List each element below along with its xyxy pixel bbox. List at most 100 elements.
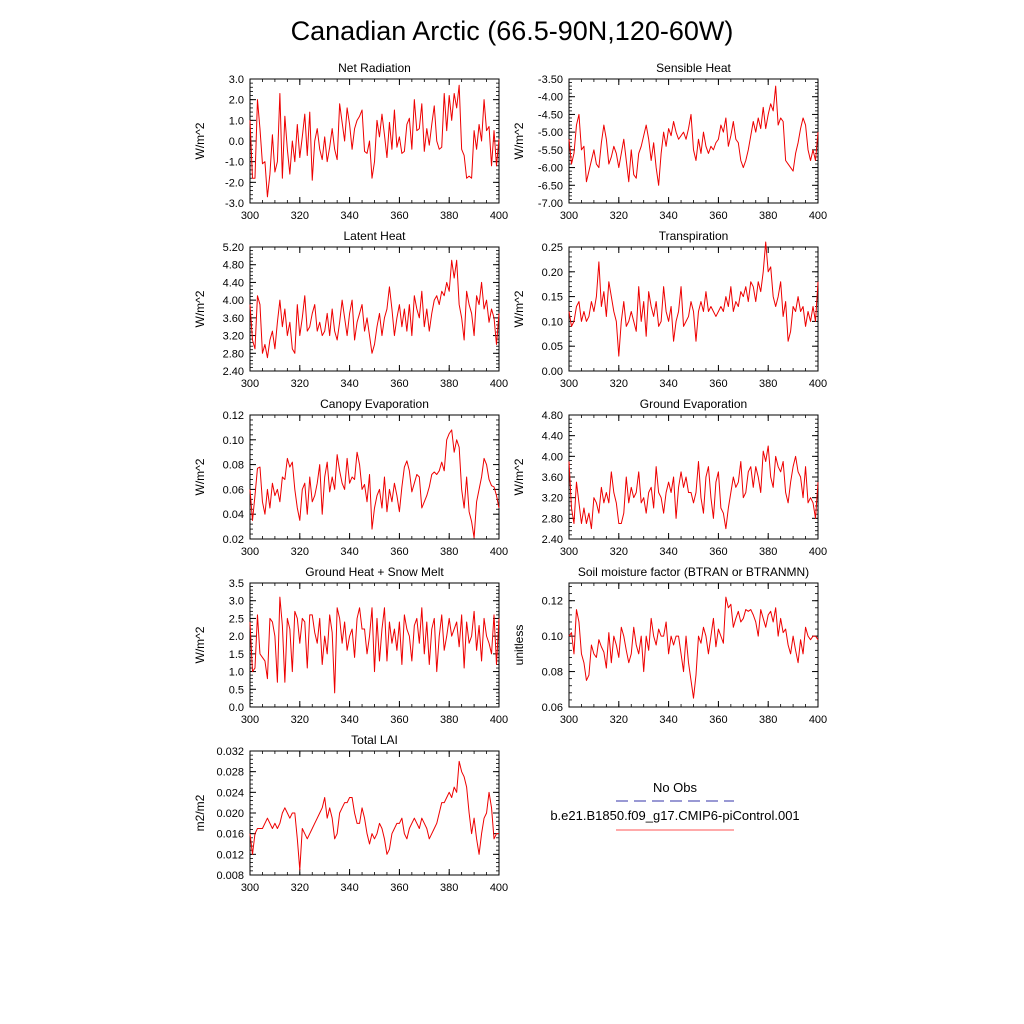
y-tick-label: 4.40 (542, 431, 563, 443)
panel-title: Soil moisture factor (BTRAN or BTRANMN) (578, 565, 809, 579)
x-tick-label: 360 (390, 714, 408, 726)
y-tick-label: -6.00 (538, 163, 563, 175)
x-tick-label: 400 (490, 546, 508, 558)
y-tick-label: -3.50 (538, 74, 563, 86)
panel-4: 300 320 340 360 380 400 0.02 0.04 0.06 0.08 0.10 0.… (193, 397, 508, 558)
y-tick-label: 3.0 (229, 74, 244, 86)
x-tick-label: 320 (610, 546, 628, 558)
x-tick-label: 360 (390, 210, 408, 222)
legend: No Obs b.e21.B1850.f09_g17.CMIP6-piContr… (550, 780, 800, 831)
y-tick-label: 3.20 (542, 493, 563, 505)
y-tick-label: 0.20 (542, 267, 563, 279)
y-tick-label: -7.00 (538, 198, 563, 210)
panels: 300 320 340 360 380 400-3.0-2.0-1.00.01.02.03… (193, 61, 827, 894)
y-axis-label: W/m^2 (193, 458, 207, 495)
y-tick-label: 5.20 (223, 242, 244, 254)
y-tick-label: 0.02 (223, 534, 244, 546)
y-axis-label: W/m^2 (512, 458, 526, 495)
series-line (568, 85, 819, 186)
y-axis-label: W/m^2 (512, 290, 526, 327)
x-tick-label: 400 (809, 210, 827, 222)
x-tick-label: 400 (809, 714, 827, 726)
y-tick-label: 3.60 (542, 472, 563, 484)
y-tick-label: -1.0 (225, 157, 244, 169)
x-tick-label: 300 (241, 882, 259, 894)
x-tick-label: 360 (390, 378, 408, 390)
y-axis-label: W/m^2 (193, 290, 207, 327)
y-tick-label: 2.40 (542, 534, 563, 546)
y-tick-label: 0.12 (542, 596, 563, 608)
y-tick-label: -2.0 (225, 177, 244, 189)
series-line (249, 596, 500, 694)
panel-6: 300 320 340 360 380 400 0.0 0.5 1.0 1.5 2.0 2.5 3.0 3… (193, 565, 508, 726)
series-line (568, 445, 819, 530)
x-tick-label: 360 (390, 882, 408, 894)
panel-title: Net Radiation (338, 61, 411, 75)
y-tick-label: -6.50 (538, 180, 563, 192)
y-tick-label: -4.50 (538, 109, 563, 121)
y-tick-label: 2.80 (223, 348, 244, 360)
y-tick-label: 2.0 (229, 631, 244, 643)
y-tick-label: 0.00 (542, 366, 563, 378)
y-tick-label: 0.0 (229, 136, 244, 148)
panel-2: 300 320 340 360 380 400 2.40 2.80 3.20 3.60 4.00 4.… (193, 229, 508, 390)
y-tick-label: 2.40 (223, 366, 244, 378)
panel-title: Ground Evaporation (640, 397, 747, 411)
y-tick-label: 3.0 (229, 596, 244, 608)
y-tick-label: 0.016 (216, 829, 244, 841)
y-tick-label: 0.06 (223, 484, 244, 496)
x-tick-label: 300 (241, 714, 259, 726)
y-axis-label: unitless (512, 625, 526, 666)
panel-7: 300 320 340 360 380 400 0.06 0.08 0.10 0.12 Soil m… (512, 565, 827, 726)
y-tick-label: 1.0 (229, 667, 244, 679)
x-tick-label: 320 (291, 882, 309, 894)
x-tick-label: 340 (340, 378, 358, 390)
y-tick-label: 0.008 (216, 870, 244, 882)
x-tick-label: 320 (610, 714, 628, 726)
y-tick-label: 0.25 (542, 242, 563, 254)
panel-title: Canopy Evaporation (320, 397, 429, 411)
y-tick-label: 0.028 (216, 767, 244, 779)
panel-1: 300 320 340 360 380 400 -7.00 -6.50 -6.00 -5.50 -5… (512, 61, 827, 222)
y-tick-label: 4.80 (542, 410, 563, 422)
series-line (568, 241, 819, 357)
y-tick-label: 4.80 (223, 260, 244, 272)
x-tick-label: 340 (659, 378, 677, 390)
x-tick-label: 320 (291, 378, 309, 390)
panel-title: Sensible Heat (656, 61, 731, 75)
legend-obs-label: No Obs (653, 780, 698, 795)
y-tick-label: 0.08 (542, 667, 563, 679)
panel-0: 300 320 340 360 380 400 -3.0 -2.0 -1.0 0.0 1.0 2.0 3… (193, 61, 508, 222)
plot-frame (568, 582, 819, 708)
y-tick-label: 0.020 (216, 808, 244, 820)
x-tick-label: 300 (241, 210, 259, 222)
plot-frame (568, 246, 819, 372)
y-tick-label: 0.08 (223, 460, 244, 472)
y-tick-label: 3.20 (223, 331, 244, 343)
x-tick-label: 360 (709, 714, 727, 726)
series-line (568, 596, 819, 699)
y-tick-label: 4.00 (542, 451, 563, 463)
y-tick-label: 1.5 (229, 649, 244, 661)
panel-8: 300 320 340 360 380 400 0.008 0.012 0.016 0.020 0.… (193, 733, 508, 894)
x-tick-label: 400 (490, 378, 508, 390)
x-tick-label: 340 (340, 882, 358, 894)
plot-frame (249, 414, 500, 540)
y-tick-label: 0.10 (223, 435, 244, 447)
x-tick-label: 300 (241, 546, 259, 558)
y-tick-label: 3.5 (229, 578, 244, 590)
y-tick-label: 0.05 (542, 341, 563, 353)
page-title: Canadian Arctic (66.5-90N,120-60W) (291, 16, 734, 46)
x-tick-label: 300 (560, 378, 578, 390)
x-tick-label: 340 (659, 210, 677, 222)
x-tick-label: 340 (340, 210, 358, 222)
x-tick-label: 360 (709, 210, 727, 222)
y-tick-label: 1.0 (229, 115, 244, 127)
x-tick-label: 400 (490, 882, 508, 894)
y-tick-label: 0.06 (542, 702, 563, 714)
x-tick-label: 380 (440, 210, 458, 222)
x-tick-label: 380 (440, 714, 458, 726)
y-axis-label: W/m^2 (193, 122, 207, 159)
panel-3: 300 320 340 360 380 400 0.00 0.05 0.10 0.15 0.20 0.… (512, 229, 827, 390)
